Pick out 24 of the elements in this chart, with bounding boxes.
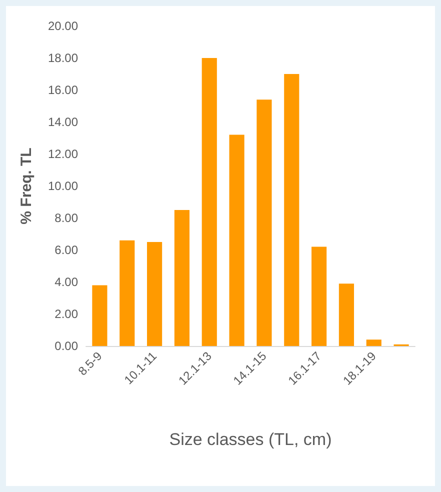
y-axis-title: % Freq. TL xyxy=(18,148,35,224)
y-tick-label: 8.00 xyxy=(54,211,78,225)
y-tick-label: 14.00 xyxy=(48,115,78,129)
y-tick-label: 4.00 xyxy=(54,275,78,289)
bar xyxy=(256,100,272,346)
bar xyxy=(202,58,217,346)
x-axis-title: Size classes (TL, cm) xyxy=(169,430,332,449)
y-tick-label: 12.00 xyxy=(48,147,78,161)
y-tick-label: 0.00 xyxy=(54,339,78,353)
bar xyxy=(120,240,135,346)
bar xyxy=(147,242,162,346)
bar xyxy=(174,210,190,346)
bar xyxy=(338,284,354,346)
y-tick-label: 16.00 xyxy=(48,83,78,97)
bar xyxy=(229,134,244,346)
y-tick-label: 10.00 xyxy=(48,179,78,193)
y-tick-label: 18.00 xyxy=(48,51,78,65)
y-tick-label: 6.00 xyxy=(54,243,78,257)
y-tick-label: 20.00 xyxy=(48,19,78,33)
y-tick-label: 2.00 xyxy=(54,307,78,321)
bar xyxy=(284,74,300,346)
bar xyxy=(366,340,382,346)
bar xyxy=(312,246,327,346)
bar xyxy=(92,285,108,346)
